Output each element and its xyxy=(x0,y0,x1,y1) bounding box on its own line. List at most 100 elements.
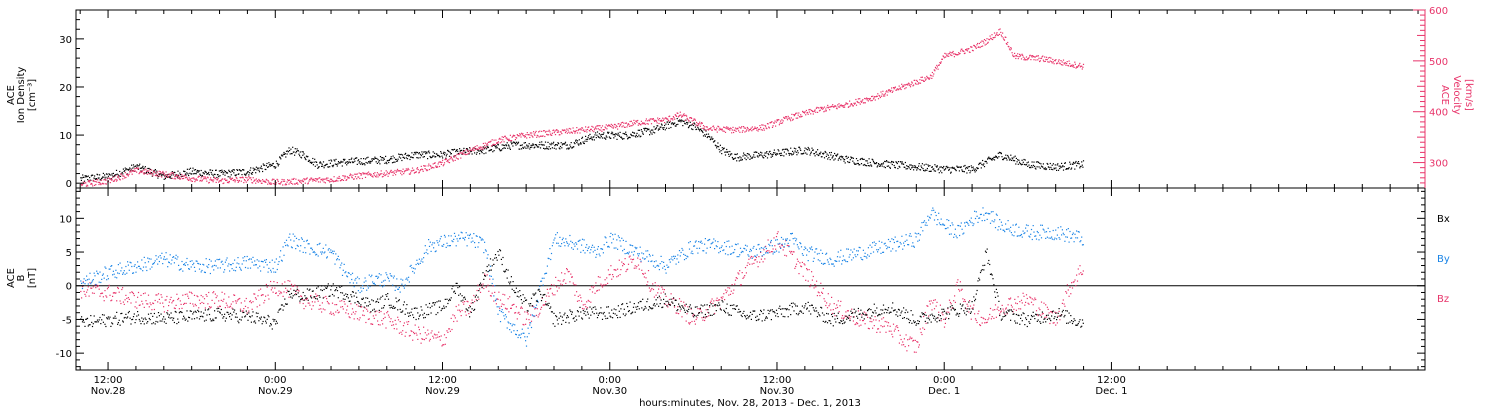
data-point xyxy=(769,127,770,128)
data-point xyxy=(981,317,982,318)
data-point xyxy=(802,262,803,263)
data-point xyxy=(185,294,186,295)
data-point xyxy=(797,259,798,260)
data-point xyxy=(419,152,420,153)
data-point xyxy=(263,261,264,262)
data-point xyxy=(599,277,600,278)
data-point xyxy=(636,266,637,267)
data-point xyxy=(314,252,315,253)
data-point xyxy=(398,159,399,160)
data-point xyxy=(1061,163,1062,164)
data-point xyxy=(197,180,198,181)
data-point xyxy=(811,152,812,153)
data-point xyxy=(405,332,406,333)
data-point xyxy=(509,140,510,141)
data-point xyxy=(339,178,340,179)
data-point xyxy=(329,160,330,161)
data-point xyxy=(650,289,651,290)
data-point xyxy=(699,130,700,131)
data-point xyxy=(564,273,565,274)
data-point xyxy=(911,164,912,165)
data-point xyxy=(195,169,196,170)
data-point xyxy=(543,148,544,149)
data-point xyxy=(500,300,501,301)
data-point xyxy=(193,173,194,174)
data-point xyxy=(474,242,475,243)
data-point xyxy=(943,166,944,167)
data-point xyxy=(157,264,158,265)
data-point xyxy=(531,321,532,322)
data-point xyxy=(317,178,318,179)
data-point xyxy=(315,181,316,182)
data-point xyxy=(531,327,532,328)
data-point xyxy=(953,53,954,54)
data-point xyxy=(348,162,349,163)
data-point xyxy=(438,162,439,163)
data-point xyxy=(892,91,893,92)
data-point xyxy=(385,327,386,328)
data-point xyxy=(849,101,850,102)
data-point xyxy=(248,171,249,172)
data-point xyxy=(265,169,266,170)
data-point xyxy=(554,294,555,295)
data-point xyxy=(922,168,923,169)
data-point xyxy=(704,134,705,135)
data-point xyxy=(684,121,685,122)
data-point xyxy=(988,157,989,158)
data-point xyxy=(145,293,146,294)
data-point xyxy=(960,50,961,51)
data-point xyxy=(235,270,236,271)
data-point xyxy=(242,257,243,258)
data-point xyxy=(578,296,579,297)
data-point xyxy=(1045,61,1046,62)
data-point xyxy=(713,126,714,127)
data-point xyxy=(1066,63,1067,64)
data-point xyxy=(1019,54,1020,55)
data-point xyxy=(827,107,828,108)
data-point xyxy=(80,280,81,281)
data-point xyxy=(732,129,733,130)
data-point xyxy=(386,274,387,275)
data-point xyxy=(356,157,357,158)
data-point xyxy=(157,301,158,302)
data-point xyxy=(365,280,366,281)
data-point xyxy=(308,161,309,162)
data-point xyxy=(631,262,632,263)
data-point xyxy=(447,160,448,161)
data-point xyxy=(237,263,238,264)
data-point xyxy=(544,136,545,137)
data-point xyxy=(1025,159,1026,160)
data-point xyxy=(268,272,269,273)
data-point xyxy=(192,303,193,304)
data-point xyxy=(161,297,162,298)
data-point xyxy=(824,301,825,302)
data-point xyxy=(986,163,987,164)
data-point xyxy=(271,289,272,290)
data-point xyxy=(223,299,224,300)
data-point xyxy=(98,184,99,185)
data-point xyxy=(212,300,213,301)
data-point xyxy=(199,174,200,175)
data-point xyxy=(827,307,828,308)
data-point xyxy=(692,120,693,121)
data-point xyxy=(570,146,571,147)
data-point xyxy=(509,146,510,147)
data-point xyxy=(363,158,364,159)
data-point xyxy=(428,151,429,152)
data-point xyxy=(551,144,552,145)
data-point xyxy=(425,165,426,166)
data-point xyxy=(827,154,828,155)
data-point xyxy=(708,315,709,316)
data-point xyxy=(1004,40,1005,41)
data-point xyxy=(843,107,844,108)
data-point xyxy=(495,140,496,141)
data-point xyxy=(572,276,573,277)
data-point xyxy=(251,179,252,180)
data-point xyxy=(265,182,266,183)
data-point xyxy=(345,312,346,313)
data-point xyxy=(443,344,444,345)
data-point xyxy=(642,131,643,132)
data-point xyxy=(879,164,880,165)
data-point xyxy=(511,332,512,333)
data-point xyxy=(386,312,387,313)
